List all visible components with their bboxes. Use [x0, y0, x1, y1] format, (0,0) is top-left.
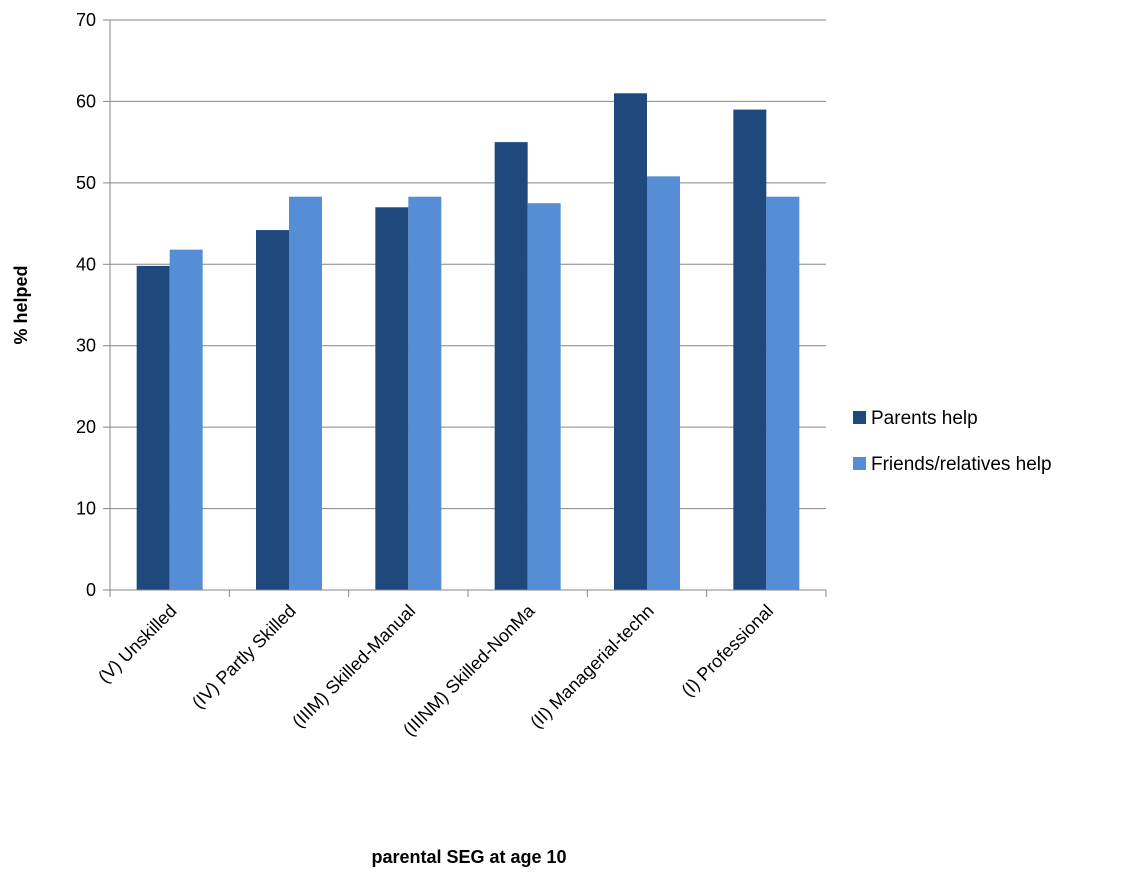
x-tick-label: (IIIM) Skilled-Manual: [288, 601, 419, 732]
bar-parents: [494, 142, 528, 590]
bar-friends-relatives: [527, 203, 561, 590]
x-tick-label: (V) Unskilled: [94, 601, 180, 687]
y-tick-label: 50: [76, 173, 96, 193]
y-tick-label: 40: [76, 254, 96, 274]
bar-parents: [256, 230, 289, 591]
bar-friends-relatives: [647, 176, 680, 591]
legend-swatch: [853, 457, 866, 470]
y-tick-label: 30: [76, 336, 96, 356]
bar-parents: [375, 207, 409, 591]
x-tick-label: (II) Managerial-techn: [526, 601, 658, 733]
legend: Parents help Friends/relatives help: [853, 408, 1052, 475]
y-tick-label: 20: [76, 417, 96, 437]
bar-friends-relatives: [766, 196, 800, 590]
bar-friends-relatives: [408, 196, 442, 590]
bar-parents: [614, 93, 647, 591]
x-tick-label: (I) Professional: [677, 601, 777, 701]
y-tick-label: 0: [86, 580, 96, 600]
bars: [136, 93, 800, 591]
x-tick-label: (IV) Partly Skilled: [188, 601, 300, 713]
legend-swatch: [853, 411, 866, 424]
x-tick-label: (IIINM) Skilled-NonMa: [399, 600, 539, 740]
bar-parents: [136, 265, 170, 590]
y-tick-label: 10: [76, 499, 96, 519]
x-tick-labels: (V) Unskilled (IV) Partly Skilled(IIIM) S…: [94, 600, 777, 740]
legend-label: Parents help: [871, 408, 978, 429]
legend-label: Friends/relatives help: [871, 454, 1052, 475]
x-axis-title: parental SEG at age 10: [371, 847, 566, 867]
bar-parents: [733, 109, 767, 591]
bar-friends-relatives: [289, 196, 322, 590]
gridlines: [110, 19, 826, 510]
y-tick-label: 70: [76, 10, 96, 30]
y-axis-title: % helped: [11, 265, 31, 344]
axes: [103, 19, 827, 597]
y-tick-label: 60: [76, 91, 96, 111]
y-tick-labels: 0 10 20 30 40 50 60 70: [76, 10, 96, 600]
bar-friends-relatives: [169, 249, 203, 590]
